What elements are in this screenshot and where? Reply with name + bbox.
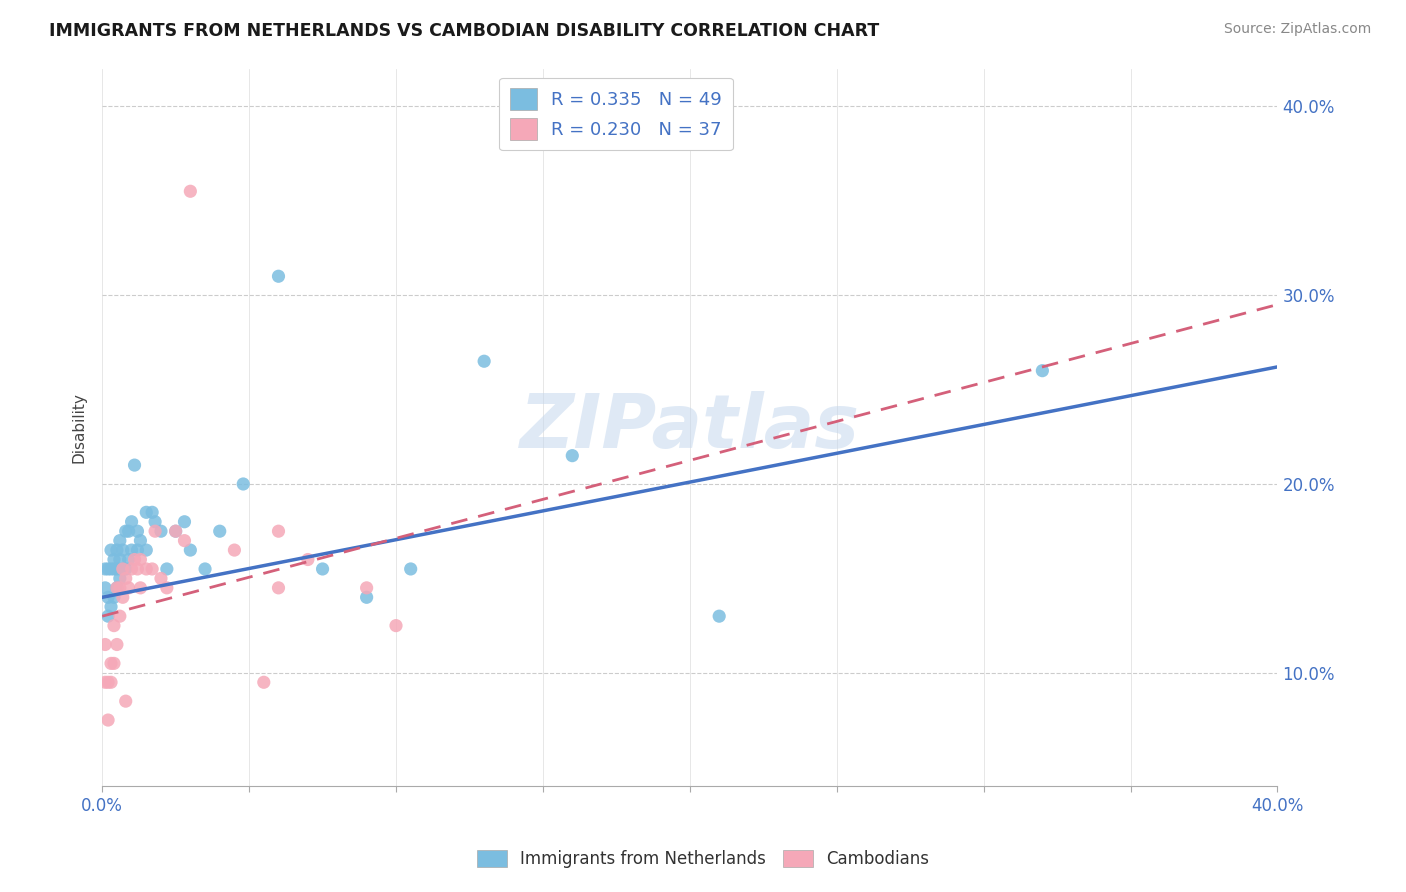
Point — [135, 505, 157, 519]
Point — [108, 609, 131, 624]
Point — [135, 543, 157, 558]
Point — [94, 581, 117, 595]
Point — [114, 524, 136, 539]
Point — [103, 562, 125, 576]
Point — [143, 524, 166, 539]
Point — [194, 562, 217, 576]
Point — [165, 524, 187, 539]
Point — [165, 524, 187, 539]
Point — [127, 562, 149, 576]
Point — [149, 571, 172, 585]
Point — [121, 562, 143, 576]
Point — [111, 562, 134, 576]
Point — [129, 552, 152, 566]
Point — [124, 552, 146, 566]
Point — [127, 524, 149, 539]
Point — [111, 562, 134, 576]
Point — [105, 581, 128, 595]
Point — [114, 571, 136, 585]
Point — [103, 552, 125, 566]
Point — [103, 657, 125, 671]
Point — [105, 562, 128, 576]
Point — [127, 543, 149, 558]
Point — [179, 543, 201, 558]
Y-axis label: Disability: Disability — [72, 392, 86, 463]
Point — [561, 449, 583, 463]
Point — [156, 562, 179, 576]
Point — [108, 533, 131, 548]
Point — [179, 184, 201, 198]
Legend: Immigrants from Netherlands, Cambodians: Immigrants from Netherlands, Cambodians — [470, 843, 936, 875]
Point — [118, 552, 141, 566]
Point — [253, 675, 276, 690]
Point — [399, 562, 422, 576]
Point — [224, 543, 246, 558]
Point — [143, 515, 166, 529]
Point — [105, 581, 128, 595]
Point — [709, 609, 731, 624]
Point — [297, 552, 319, 566]
Point — [156, 581, 179, 595]
Point — [141, 562, 163, 576]
Point — [114, 694, 136, 708]
Point — [111, 543, 134, 558]
Legend: R = 0.335   N = 49, R = 0.230   N = 37: R = 0.335 N = 49, R = 0.230 N = 37 — [499, 78, 733, 151]
Point — [97, 675, 120, 690]
Point — [100, 675, 122, 690]
Point — [173, 515, 195, 529]
Point — [472, 354, 495, 368]
Point — [111, 591, 134, 605]
Point — [100, 599, 122, 614]
Text: ZIPatlas: ZIPatlas — [520, 391, 860, 464]
Point — [103, 591, 125, 605]
Point — [103, 618, 125, 632]
Point — [94, 675, 117, 690]
Point — [129, 581, 152, 595]
Point — [108, 581, 131, 595]
Point — [149, 524, 172, 539]
Point — [121, 543, 143, 558]
Point — [141, 505, 163, 519]
Point — [267, 524, 290, 539]
Point — [124, 458, 146, 472]
Point — [105, 638, 128, 652]
Point — [114, 562, 136, 576]
Point — [97, 591, 120, 605]
Point — [173, 533, 195, 548]
Point — [356, 581, 378, 595]
Point — [356, 591, 378, 605]
Point — [97, 562, 120, 576]
Point — [267, 269, 290, 284]
Point — [118, 524, 141, 539]
Point — [94, 638, 117, 652]
Point — [100, 562, 122, 576]
Point — [121, 515, 143, 529]
Point — [135, 562, 157, 576]
Point — [267, 581, 290, 595]
Text: IMMIGRANTS FROM NETHERLANDS VS CAMBODIAN DISABILITY CORRELATION CHART: IMMIGRANTS FROM NETHERLANDS VS CAMBODIAN… — [49, 22, 880, 40]
Point — [311, 562, 333, 576]
Point — [105, 543, 128, 558]
Point — [94, 562, 117, 576]
Point — [100, 657, 122, 671]
Point — [108, 552, 131, 566]
Point — [232, 477, 254, 491]
Point — [208, 524, 231, 539]
Point — [118, 581, 141, 595]
Point — [97, 609, 120, 624]
Point — [108, 571, 131, 585]
Point — [385, 618, 408, 632]
Point — [100, 543, 122, 558]
Point — [129, 533, 152, 548]
Point — [1031, 364, 1053, 378]
Point — [97, 713, 120, 727]
Text: Source: ZipAtlas.com: Source: ZipAtlas.com — [1223, 22, 1371, 37]
